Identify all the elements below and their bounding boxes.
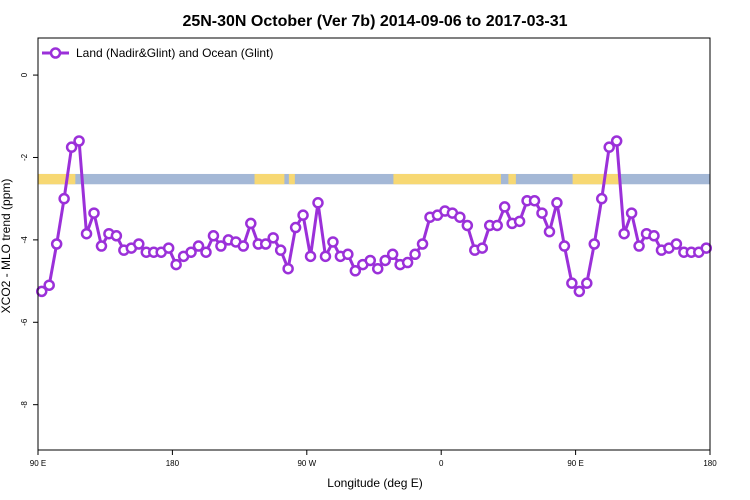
data-point [603, 141, 615, 153]
data-point [304, 250, 317, 263]
data-point [312, 197, 324, 209]
y-tick-label: 0 [20, 72, 29, 77]
data-point [274, 244, 287, 256]
data-point [566, 277, 578, 289]
data-point [133, 238, 145, 250]
land-band-segment [393, 173, 501, 185]
data-point [267, 232, 279, 244]
data-point [536, 207, 548, 219]
data-point [401, 256, 414, 269]
x-tick-label: 90 E [567, 459, 583, 468]
data-point [73, 135, 85, 147]
data-point [543, 225, 556, 238]
data-point [700, 242, 713, 254]
data-point [618, 227, 630, 240]
data-point [573, 285, 586, 298]
data-point [35, 285, 48, 298]
legend-marker [49, 47, 62, 59]
x-axis-label: Longitude (deg E) [327, 476, 422, 490]
data-point [551, 197, 563, 209]
data-point [259, 238, 272, 250]
data-point [595, 192, 608, 205]
x-tick-label: 180 [166, 459, 180, 468]
data-point [282, 262, 294, 275]
data-point [454, 211, 466, 223]
data-point [297, 209, 309, 221]
data-point [237, 240, 250, 252]
y-tick-label: -6 [20, 318, 29, 326]
data-point [162, 242, 175, 254]
data-point [185, 246, 197, 258]
data-point [110, 230, 123, 242]
x-tick-label: 90 E [30, 459, 46, 468]
plot-frame [37, 37, 711, 451]
x-tick-label: 180 [703, 459, 717, 468]
legend: Land (Nadir&Glint) and Ocean (Glint) [42, 46, 273, 60]
x-tick-label: 0 [439, 459, 444, 468]
data-point [319, 250, 332, 263]
y-tick-label: -4 [20, 236, 29, 244]
data-point [491, 219, 503, 232]
data-point [170, 258, 182, 271]
y-axis-label: XCO2 - MLO trend (ppm) [0, 179, 13, 314]
data-point [200, 246, 212, 258]
data-point [342, 248, 354, 261]
data-point [386, 248, 399, 261]
data-point [215, 240, 227, 252]
data-point [379, 254, 391, 267]
land-band-segment [508, 173, 516, 185]
y-tick-label: -8 [20, 401, 29, 409]
data-point [625, 207, 638, 219]
data-point [371, 262, 384, 275]
land-band-segment [254, 173, 285, 185]
y-axis: 0 -2 -4 -6 -8 [20, 72, 38, 408]
data-point [80, 227, 93, 240]
data-point [648, 230, 660, 242]
series-layer [35, 135, 713, 298]
data-point [95, 240, 108, 252]
data-point [327, 236, 339, 248]
data-point [349, 265, 362, 277]
data-point [245, 217, 257, 230]
x-axis: 90 E 180 90 W 0 90 E 180 [30, 450, 717, 468]
data-point [58, 192, 70, 205]
legend-entry-label: Land (Nadir&Glint) and Ocean (Glint) [76, 46, 273, 60]
x-tick-label: 90 W [297, 459, 316, 468]
data-point [513, 215, 526, 228]
data-point [558, 240, 571, 252]
land-band-segment [38, 173, 76, 185]
data-point [633, 240, 645, 252]
data-point [88, 207, 100, 219]
data-point [461, 219, 474, 232]
data-point [43, 279, 55, 291]
data-point [610, 135, 623, 147]
data-point [65, 141, 78, 153]
data-point [528, 194, 541, 207]
data-point [207, 230, 220, 242]
ocean-band [38, 173, 710, 185]
land-band-segment [288, 173, 295, 185]
land-band-segment [572, 173, 621, 185]
data-point [416, 238, 429, 250]
y-tick-label: -2 [20, 153, 29, 161]
surface-band [38, 173, 710, 185]
data-point [588, 238, 601, 250]
data-point [498, 201, 511, 213]
data-point [192, 240, 205, 252]
chart-title: 25N-30N October (Ver 7b) 2014-09-06 to 2… [182, 13, 567, 30]
data-point [670, 238, 683, 250]
data-point [50, 238, 63, 250]
data-point [364, 254, 377, 267]
data-point [581, 277, 593, 289]
data-point [476, 242, 489, 254]
data-point [289, 221, 302, 234]
data-point [409, 248, 421, 261]
